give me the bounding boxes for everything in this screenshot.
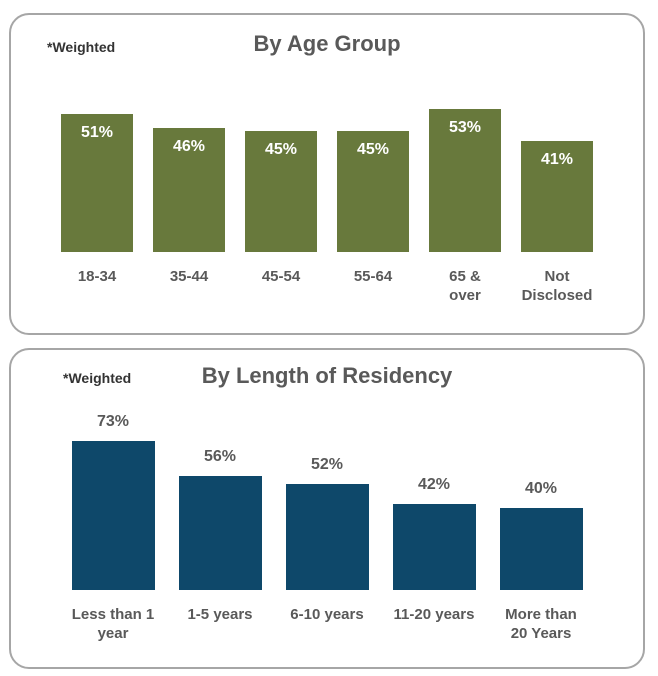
category-label: 11-20 years [393, 606, 475, 623]
bar-column: 46% 35-44 [153, 127, 225, 308]
bar-column: 56% 1-5 years [178, 447, 262, 646]
bar: 41% [521, 141, 593, 252]
category-label: Not Disclosed [521, 268, 593, 304]
bar-value-label: 45% [264, 140, 298, 158]
bar-column: 42% 11-20 years [392, 476, 476, 646]
weighted-note: *Weighted [47, 39, 116, 55]
bar-value-label: 52% [310, 455, 344, 473]
bar: 45% [337, 130, 409, 252]
chart-title-length-of-residency: By Length of Residency [201, 363, 453, 388]
age-group-bar-chart: 51% 18-34 46% 35-44 45% 45-54 45% 55-64 53% 65 & … [11, 108, 643, 309]
bar: 45% [245, 130, 317, 252]
bar [392, 504, 476, 590]
bar-column: 40% More than 20 Years [499, 480, 583, 646]
bar-value-label: 56% [203, 447, 237, 465]
bar [178, 475, 262, 590]
bar-value-label: 73% [96, 413, 130, 431]
category-label: Less than 1 year [71, 606, 155, 642]
category-label: 55-64 [353, 268, 393, 285]
category-label: 65 & over [449, 268, 481, 304]
category-label: 6-10 years [290, 606, 364, 623]
bar: 51% [61, 114, 133, 252]
bar-value-label: 51% [80, 124, 114, 142]
category-label: 45-54 [261, 268, 301, 285]
weighted-note: *Weighted [63, 370, 132, 386]
bar-column: 73% Less than 1 year [71, 413, 155, 646]
bar [499, 508, 583, 590]
category-label: 1-5 years [187, 606, 253, 623]
age-group-chart-panel: *Weighted By Age Group 51% 18-34 46% 35-44 4… [9, 13, 645, 335]
bar-column: 41% Not Disclosed [521, 141, 593, 308]
bar-column: 45% 45-54 [245, 130, 317, 309]
bar-value-label: 46% [172, 137, 206, 155]
bar-value-label: 42% [417, 476, 451, 494]
residency-bar-chart: 73% Less than 1 year 56% 1-5 years 52% 6-10 y… [11, 413, 643, 646]
category-label: 18-34 [77, 268, 117, 285]
bar-value-label: 40% [524, 480, 558, 498]
bar-column: 52% 6-10 years [285, 455, 369, 646]
bar-value-label: 45% [356, 140, 390, 158]
bar-column: 51% 18-34 [61, 114, 133, 308]
category-label: 35-44 [169, 268, 209, 285]
category-label: More than 20 Years [505, 606, 577, 642]
bar-column: 53% 65 & over [429, 108, 501, 308]
bar [71, 441, 155, 590]
bar-value-label: 53% [448, 118, 482, 136]
bar [285, 483, 369, 590]
bar-column: 45% 55-64 [337, 130, 409, 309]
residency-chart-panel: *Weighted By Length of Residency 73% Less… [9, 348, 645, 669]
bar: 46% [153, 127, 225, 252]
bar: 53% [429, 108, 501, 252]
chart-title-age-group: By Age Group [253, 31, 401, 56]
bar-value-label: 41% [540, 151, 574, 169]
